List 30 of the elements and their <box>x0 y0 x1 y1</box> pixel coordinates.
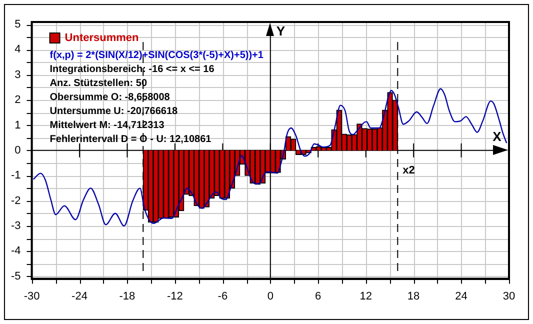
y-tick-label: 1 <box>14 119 21 132</box>
y-tick-label: -2 <box>11 194 21 207</box>
annotation: f(x,p) = 2*(SIN(X/12)+SIN(COS(3*(-5)+X)+5))+1 <box>50 50 264 61</box>
y-tick-label: 4 <box>14 44 21 56</box>
x-tick-label: 30 <box>502 290 516 302</box>
x-tick-label: 6 <box>315 290 322 302</box>
x-tick-label: 12 <box>360 290 372 302</box>
annotation: x2 <box>402 164 415 176</box>
x-tick-label: -18 <box>119 290 136 302</box>
y-axis-title: Y <box>276 24 286 39</box>
y-tick-label: 3 <box>14 68 21 81</box>
y-tick-label: -5 <box>11 270 21 282</box>
y-tick-label: 0 <box>14 144 21 156</box>
y-tick-label: 5 <box>14 18 21 31</box>
legend-label: Untersummen <box>64 32 140 44</box>
y-tick-label: -4 <box>11 245 21 258</box>
y-tick-label: 2 <box>14 94 21 106</box>
line-series <box>32 88 508 227</box>
x-tick-label: 24 <box>455 290 468 302</box>
x-tick-label: 0 <box>267 290 274 302</box>
x-tick-label: -30 <box>24 290 40 302</box>
x-tick-label: 18 <box>407 290 420 302</box>
annotation: Fehlerintervall D = O - U: 12,10861 <box>50 134 212 145</box>
y-tick-label: -3 <box>11 220 21 232</box>
x-tick-label: -6 <box>218 290 228 302</box>
y-tick-label: -1 <box>11 170 21 182</box>
x-tick-label: -12 <box>166 290 183 302</box>
x-axis-title: X <box>492 128 502 144</box>
x-tick-label: -24 <box>72 290 88 302</box>
annotation: Integrationsbereich: -16 <= x <= 16 <box>50 64 215 75</box>
